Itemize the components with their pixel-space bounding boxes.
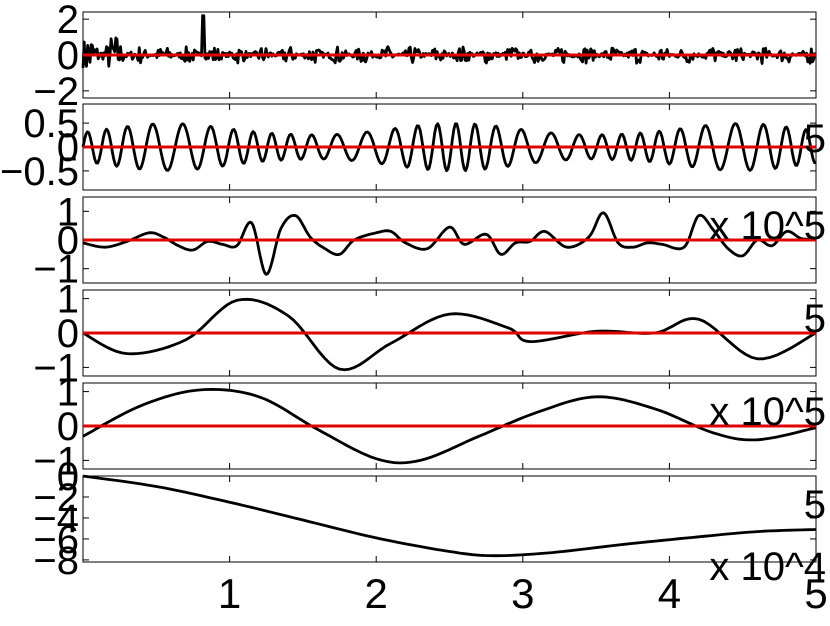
- y-tick-label: −2: [33, 476, 79, 520]
- panel-3: −101 x 10^5: [33, 190, 826, 291]
- series-line: [82, 211, 817, 276]
- series-line: [82, 297, 817, 372]
- y-tick-label: −6: [33, 518, 79, 562]
- x-tick-label: 1: [218, 570, 241, 617]
- panel-6-axes: [82, 475, 817, 563]
- y-tick-label: 1: [57, 371, 79, 415]
- axis-exponent-label: 5: [804, 483, 826, 527]
- panel-1: −202: [33, 0, 817, 114]
- y-tick-label: −2: [33, 70, 79, 114]
- x-tick-label: 5: [804, 570, 827, 617]
- y-tick-label: 0.5: [23, 102, 79, 146]
- axis-exponent-label: x 10^5: [709, 204, 826, 248]
- x-axis-exponent-label: x 10^4: [709, 545, 826, 589]
- y-tick-label: −1: [33, 248, 79, 292]
- series-line: [81, 122, 817, 173]
- y-tick-label: 1: [57, 190, 79, 234]
- y-tick-label: 0: [57, 312, 79, 356]
- y-tick-label: −4: [33, 497, 79, 541]
- axis-exponent-label: x 10^5: [709, 390, 826, 434]
- panel-5: −101 x 10^5: [33, 371, 826, 484]
- series-line: [82, 474, 817, 558]
- x-tick-label: 4: [658, 570, 681, 617]
- y-tick-label: 0: [57, 34, 79, 78]
- y-tick-label: 0: [57, 455, 79, 499]
- y-tick-label: 0: [57, 405, 79, 449]
- y-tick-label: 0: [57, 219, 79, 263]
- y-tick-label: 0: [57, 126, 79, 170]
- y-tick-label: −0.5: [0, 150, 79, 194]
- y-tick-label: −1: [33, 346, 79, 390]
- x-tick-label: 2: [365, 570, 388, 617]
- axis-exponent-label: 5: [804, 117, 826, 161]
- x-tick-label: 3: [511, 570, 534, 617]
- y-tick-label: −8: [33, 539, 79, 583]
- panel-4: −101 5: [33, 278, 826, 391]
- y-tick-label: 1: [57, 278, 79, 322]
- axis-exponent-label: 5: [804, 297, 826, 341]
- y-tick-label: −1: [33, 439, 79, 483]
- y-tick-label: 2: [57, 0, 79, 42]
- series-line: [82, 388, 817, 465]
- panel-2: −0.500.5 5: [0, 102, 826, 194]
